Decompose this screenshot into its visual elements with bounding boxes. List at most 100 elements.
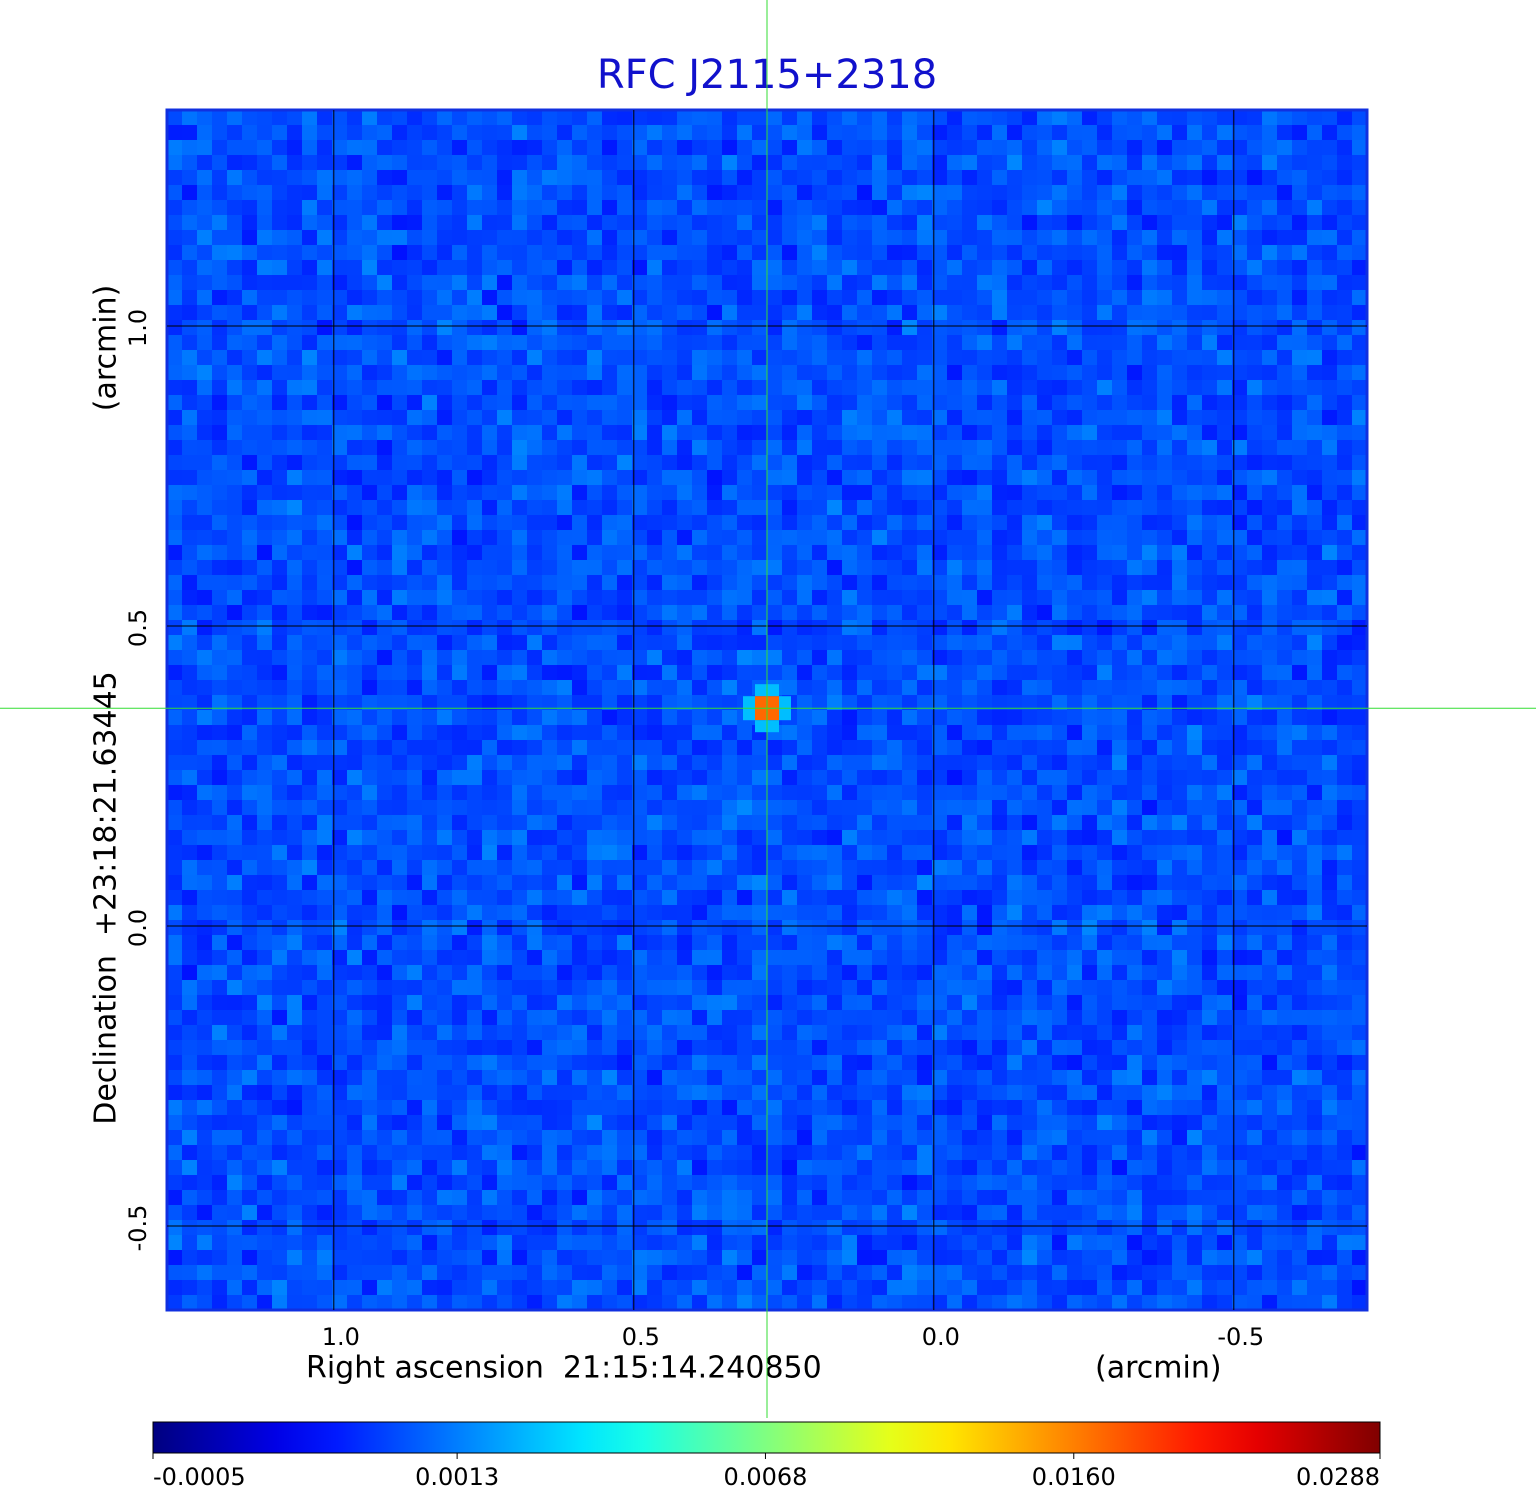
- noise-pixel: [827, 680, 843, 696]
- noise-pixel: [647, 500, 663, 516]
- noise-pixel: [272, 425, 288, 441]
- noise-pixel: [1307, 395, 1323, 411]
- noise-pixel: [212, 770, 228, 786]
- noise-pixel: [257, 1040, 273, 1056]
- noise-pixel: [332, 860, 348, 876]
- noise-pixel: [1127, 125, 1143, 141]
- noise-pixel: [752, 575, 768, 591]
- noise-pixel: [872, 110, 888, 126]
- noise-pixel: [542, 125, 558, 141]
- noise-pixel: [212, 1010, 228, 1026]
- noise-pixel: [1322, 455, 1338, 471]
- noise-pixel: [1097, 170, 1113, 186]
- noise-pixel: [227, 1025, 243, 1041]
- noise-pixel: [182, 875, 198, 891]
- noise-pixel: [242, 875, 258, 891]
- noise-pixel: [1292, 920, 1308, 936]
- noise-pixel: [617, 305, 633, 321]
- noise-pixel: [1277, 320, 1293, 336]
- noise-pixel: [362, 425, 378, 441]
- noise-pixel: [332, 815, 348, 831]
- noise-pixel: [962, 500, 978, 516]
- noise-pixel: [587, 980, 603, 996]
- noise-pixel: [1292, 665, 1308, 681]
- noise-pixel: [497, 1040, 513, 1056]
- noise-pixel: [1277, 1010, 1293, 1026]
- noise-pixel: [197, 395, 213, 411]
- noise-pixel: [677, 755, 693, 771]
- noise-pixel: [1322, 785, 1338, 801]
- noise-pixel: [572, 875, 588, 891]
- noise-pixel: [362, 950, 378, 966]
- noise-pixel: [527, 425, 543, 441]
- noise-pixel: [437, 275, 453, 291]
- noise-pixel: [737, 785, 753, 801]
- noise-pixel: [407, 1010, 423, 1026]
- noise-pixel: [497, 605, 513, 621]
- noise-pixel: [782, 770, 798, 786]
- noise-pixel: [482, 215, 498, 231]
- noise-pixel: [542, 200, 558, 216]
- noise-pixel: [842, 785, 858, 801]
- noise-pixel: [737, 590, 753, 606]
- noise-pixel: [1352, 755, 1368, 771]
- noise-pixel: [857, 275, 873, 291]
- noise-pixel: [1277, 425, 1293, 441]
- noise-pixel: [1292, 875, 1308, 891]
- noise-pixel: [1112, 965, 1128, 981]
- noise-pixel: [1277, 155, 1293, 171]
- noise-pixel: [617, 140, 633, 156]
- noise-pixel: [392, 650, 408, 666]
- noise-pixel: [872, 365, 888, 381]
- noise-pixel: [1337, 350, 1353, 366]
- noise-pixel: [167, 695, 183, 711]
- noise-pixel: [227, 935, 243, 951]
- noise-pixel: [332, 950, 348, 966]
- noise-pixel: [587, 620, 603, 636]
- noise-pixel: [392, 545, 408, 561]
- noise-pixel: [527, 875, 543, 891]
- noise-pixel: [812, 230, 828, 246]
- noise-pixel: [287, 335, 303, 351]
- noise-pixel: [872, 830, 888, 846]
- noise-pixel: [287, 245, 303, 261]
- noise-pixel: [182, 695, 198, 711]
- noise-pixel: [887, 560, 903, 576]
- noise-pixel: [617, 785, 633, 801]
- noise-pixel: [212, 725, 228, 741]
- noise-pixel: [197, 215, 213, 231]
- noise-pixel: [527, 695, 543, 711]
- noise-pixel: [1352, 350, 1368, 366]
- noise-pixel: [677, 215, 693, 231]
- noise-pixel: [1232, 470, 1248, 486]
- noise-pixel: [347, 605, 363, 621]
- noise-pixel: [212, 575, 228, 591]
- noise-pixel: [677, 500, 693, 516]
- noise-pixel: [362, 695, 378, 711]
- noise-pixel: [947, 455, 963, 471]
- noise-pixel: [1157, 695, 1173, 711]
- noise-pixel: [512, 350, 528, 366]
- noise-pixel: [647, 125, 663, 141]
- noise-pixel: [212, 965, 228, 981]
- noise-pixel: [1322, 680, 1338, 696]
- noise-pixel: [962, 770, 978, 786]
- noise-pixel: [572, 1040, 588, 1056]
- noise-pixel: [317, 665, 333, 681]
- noise-pixel: [602, 335, 618, 351]
- noise-pixel: [1097, 635, 1113, 651]
- noise-pixel: [512, 590, 528, 606]
- noise-pixel: [767, 530, 783, 546]
- noise-pixel: [752, 1025, 768, 1041]
- noise-pixel: [182, 215, 198, 231]
- noise-pixel: [932, 950, 948, 966]
- noise-pixel: [197, 380, 213, 396]
- noise-pixel: [302, 155, 318, 171]
- noise-pixel: [392, 905, 408, 921]
- noise-pixel: [887, 725, 903, 741]
- noise-pixel: [587, 125, 603, 141]
- noise-pixel: [242, 530, 258, 546]
- noise-pixel: [797, 965, 813, 981]
- noise-pixel: [812, 200, 828, 216]
- noise-pixel: [917, 185, 933, 201]
